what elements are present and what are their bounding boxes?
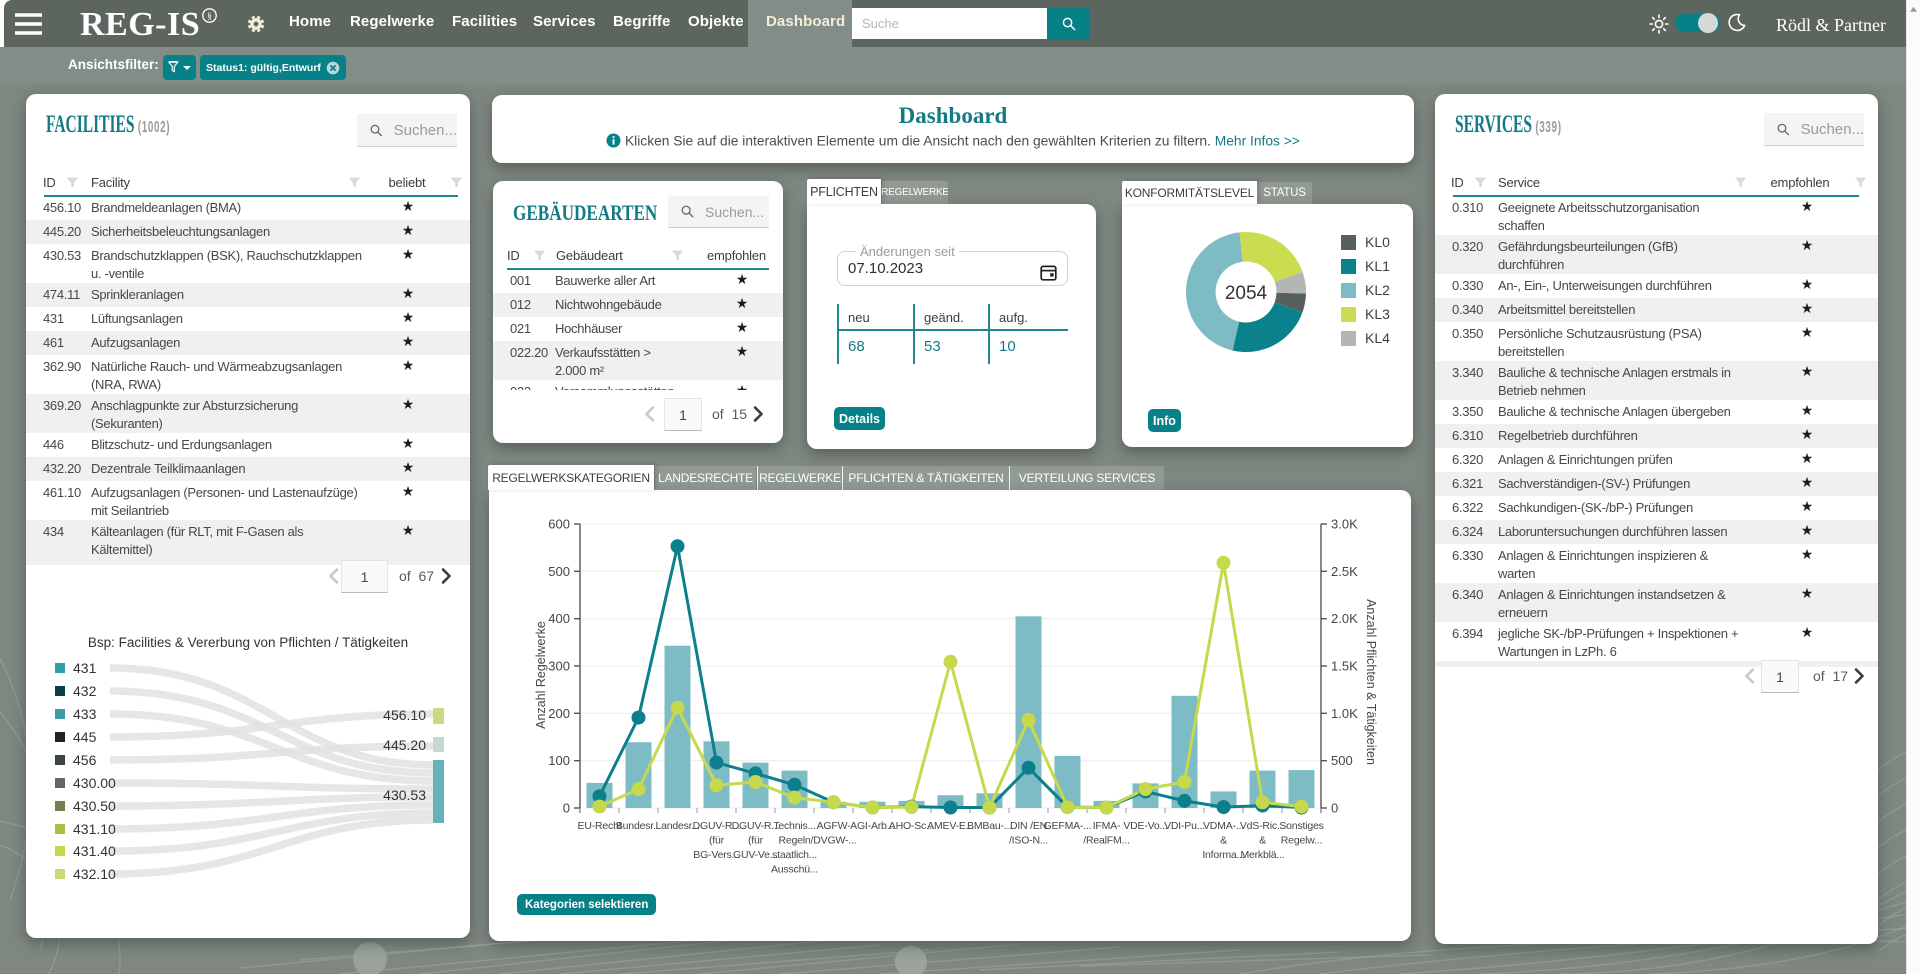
svg-text:EU-Recht: EU-Recht — [578, 820, 622, 832]
svg-text:Informa...: Informa... — [1202, 849, 1244, 861]
svg-text:430.00: 430.00 — [73, 775, 116, 791]
svg-text:200: 200 — [548, 706, 570, 721]
svg-text:500: 500 — [1331, 753, 1353, 768]
svg-text:430.53: 430.53 — [383, 787, 426, 803]
svg-text:VDE-Vo...: VDE-Vo... — [1123, 820, 1167, 832]
svg-text:Ausschü...: Ausschü... — [771, 864, 818, 876]
svg-text:500: 500 — [548, 564, 570, 579]
svg-text:AGI-Arb...: AGI-Arb... — [850, 820, 895, 832]
svg-text:Sonstiges: Sonstiges — [1279, 820, 1323, 832]
svg-text:2.5K: 2.5K — [1331, 564, 1358, 579]
svg-text:VDI-Pu...: VDI-Pu... — [1164, 820, 1205, 832]
svg-text:456: 456 — [73, 752, 97, 768]
svg-text:0: 0 — [1331, 801, 1338, 816]
svg-text:100: 100 — [548, 753, 570, 768]
svg-text:BMBau-...: BMBau-... — [967, 820, 1012, 832]
svg-text:Regeln: Regeln — [778, 835, 810, 847]
svg-text:AMEV-E...: AMEV-E... — [927, 820, 974, 832]
svg-text:431.10: 431.10 — [73, 821, 116, 837]
svg-text:2054: 2054 — [1225, 283, 1268, 304]
svg-text:Technis...: Technis... — [773, 820, 815, 832]
svg-text:432.10: 432.10 — [73, 866, 116, 882]
svg-text:430.50: 430.50 — [73, 798, 116, 814]
svg-text:&: & — [1259, 835, 1266, 847]
svg-text:2.0K: 2.0K — [1331, 611, 1358, 626]
svg-text:431: 431 — [73, 660, 97, 676]
svg-text:VdS-Ric...: VdS-Ric... — [1240, 820, 1285, 832]
svg-text:1.5K: 1.5K — [1331, 659, 1358, 674]
svg-text:445.20: 445.20 — [383, 737, 426, 753]
svg-text:0: 0 — [563, 801, 570, 816]
svg-text:(für: (für — [709, 835, 725, 847]
svg-text:&: & — [1220, 835, 1227, 847]
svg-text:300: 300 — [548, 659, 570, 674]
svg-text:Bundesr...: Bundesr... — [616, 820, 661, 832]
svg-text:Landesr...: Landesr... — [655, 820, 699, 832]
svg-text:Regelw...: Regelw... — [1281, 835, 1322, 847]
svg-text:DGUV-R...: DGUV-R... — [732, 820, 780, 832]
svg-text:§: § — [207, 11, 212, 21]
svg-text:GEFMA-...: GEFMA-... — [1044, 820, 1092, 832]
svg-text:431.40: 431.40 — [73, 843, 116, 859]
svg-text:432: 432 — [73, 683, 97, 699]
svg-text:Anzahl Pflichten & Tätigkeiten: Anzahl Pflichten & Tätigkeiten — [1364, 599, 1378, 765]
svg-text:433: 433 — [73, 706, 97, 722]
svg-text:GUV-Ve...: GUV-Ve... — [733, 849, 778, 861]
svg-text:DIN /EN: DIN /EN — [1010, 820, 1047, 832]
svg-text:400: 400 — [548, 611, 570, 626]
svg-text:BG-Vers...: BG-Vers... — [693, 849, 739, 861]
svg-text:DGUV-R...: DGUV-R... — [693, 820, 741, 832]
svg-text:3.0K: 3.0K — [1331, 517, 1358, 532]
svg-text:1.0K: 1.0K — [1331, 706, 1358, 721]
svg-text:IFMA-: IFMA- — [1093, 820, 1121, 832]
svg-text:456.10: 456.10 — [383, 707, 426, 723]
svg-text:AHO-Sc...: AHO-Sc... — [889, 820, 934, 832]
svg-text:600: 600 — [548, 517, 570, 532]
svg-text:VDMA-...: VDMA-... — [1203, 820, 1244, 832]
svg-text:AGFW-: AGFW- — [817, 820, 852, 832]
svg-text:(für: (für — [748, 835, 764, 847]
svg-text:/ISO-N...: /ISO-N... — [1009, 835, 1048, 847]
svg-text:445: 445 — [73, 729, 97, 745]
svg-text:/RealFM...: /RealFM... — [1083, 835, 1129, 847]
svg-text:staatlich...: staatlich... — [772, 849, 817, 861]
svg-text:Merkblä...: Merkblä... — [1240, 849, 1284, 861]
svg-text:/DVGW-...: /DVGW-... — [811, 835, 857, 847]
svg-text:Anzahl Regelwerke: Anzahl Regelwerke — [534, 621, 548, 729]
